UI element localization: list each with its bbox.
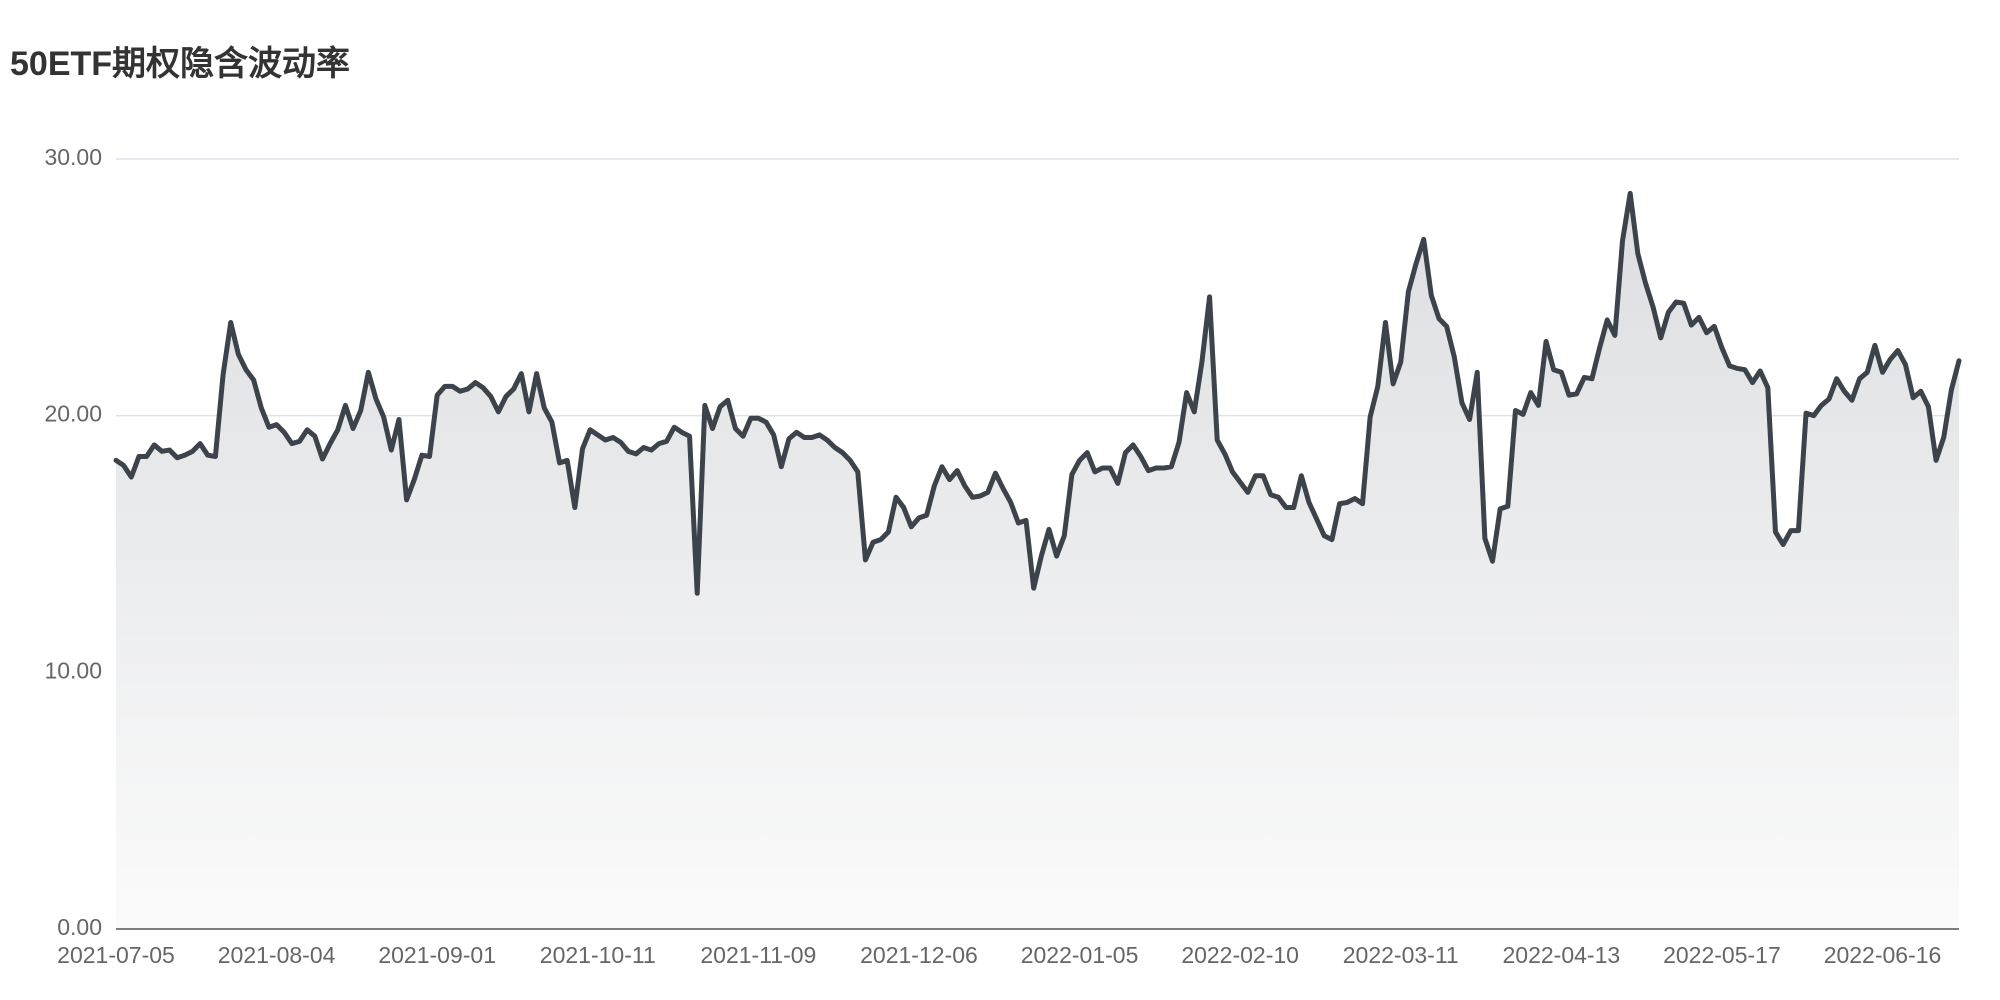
chart-title: 50ETF期权隐含波动率 <box>10 45 350 83</box>
x-tick-label: 2021-11-09 <box>700 942 816 968</box>
x-tick-label: 2021-12-06 <box>860 942 978 968</box>
area <box>116 193 1959 929</box>
x-tick-label: 2022-01-05 <box>1021 942 1139 968</box>
y-tick-label: 20.00 <box>44 401 102 427</box>
line <box>113 190 1962 596</box>
x-tick-label: 2022-06-16 <box>1824 942 1942 968</box>
x-tick-label: 2021-08-04 <box>218 942 336 968</box>
x-tick-label: 2021-09-01 <box>378 942 496 968</box>
x-tick-label: 2021-07-05 <box>57 942 175 968</box>
y-tick-label: 30.00 <box>44 144 102 170</box>
x-tick-label: 2021-10-11 <box>540 942 656 968</box>
y-tick-label: 10.00 <box>44 657 102 683</box>
y-tick-label: 0.00 <box>57 914 102 940</box>
x-tick-label: 2022-05-17 <box>1663 942 1781 968</box>
x-tick-label: 2022-03-11 <box>1343 942 1459 968</box>
x-tick-label: 2022-02-10 <box>1181 942 1299 968</box>
x-tick-label: 2022-04-13 <box>1503 942 1621 968</box>
